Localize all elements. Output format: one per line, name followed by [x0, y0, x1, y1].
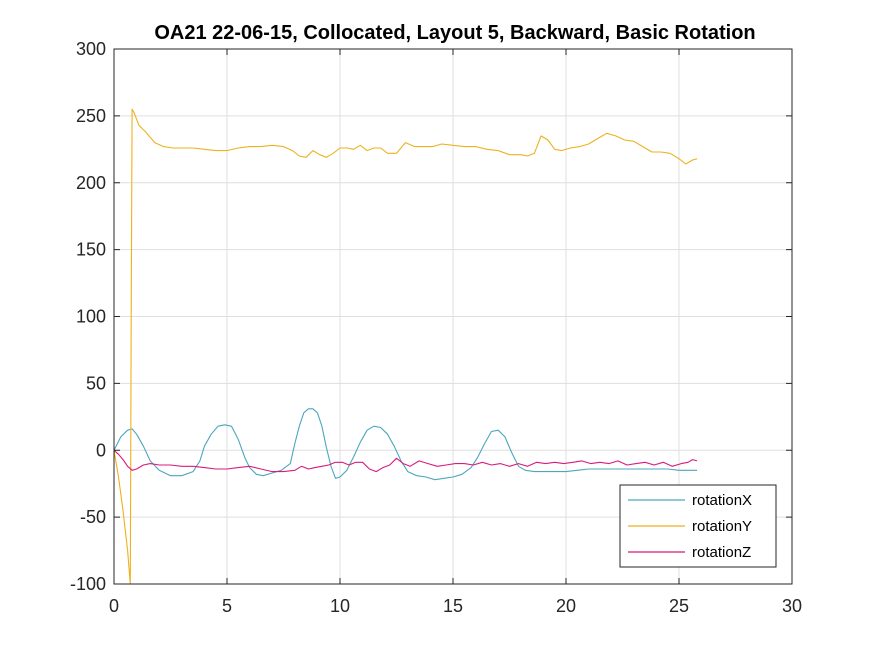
axes — [113, 48, 793, 585]
y-tick-label: 100 — [76, 307, 106, 327]
legend-label-rotationZ: rotationZ — [692, 544, 751, 561]
x-tick-label: 10 — [330, 596, 350, 616]
x-tick-label: 15 — [443, 596, 463, 616]
y-tick-label: 0 — [96, 440, 106, 460]
tick-labels: 0 5 10 15 20 25 30 -100 -50 0 50 100 150 200 250 300 — [70, 39, 802, 616]
series-line-rotationY — [113, 108, 698, 585]
y-tick-label: 300 — [76, 39, 106, 59]
x-tick-label: 20 — [556, 596, 576, 616]
x-tick-label: 0 — [109, 596, 119, 616]
y-tick-label: -100 — [70, 574, 106, 594]
legend-label-rotationY: rotationY — [692, 518, 752, 535]
y-tick-label: 50 — [86, 373, 106, 393]
series-line-rotationX — [113, 408, 698, 481]
y-tick-label: -50 — [80, 507, 106, 527]
y-tick-label: 150 — [76, 240, 106, 260]
x-tick-label: 5 — [222, 596, 232, 616]
legend: rotationX rotationY rotationZ — [619, 484, 777, 568]
series-group — [113, 108, 698, 585]
legend-label-rotationX: rotationX — [692, 492, 752, 509]
chart-title: OA21 22-06-15, Collocated, Layout 5, Bac… — [154, 22, 755, 44]
y-tick-label: 250 — [76, 106, 106, 126]
y-tick-label: 200 — [76, 173, 106, 193]
series-line-rotationZ — [113, 449, 698, 473]
x-tick-label: 25 — [669, 596, 689, 616]
x-tick-label: 30 — [782, 596, 802, 616]
